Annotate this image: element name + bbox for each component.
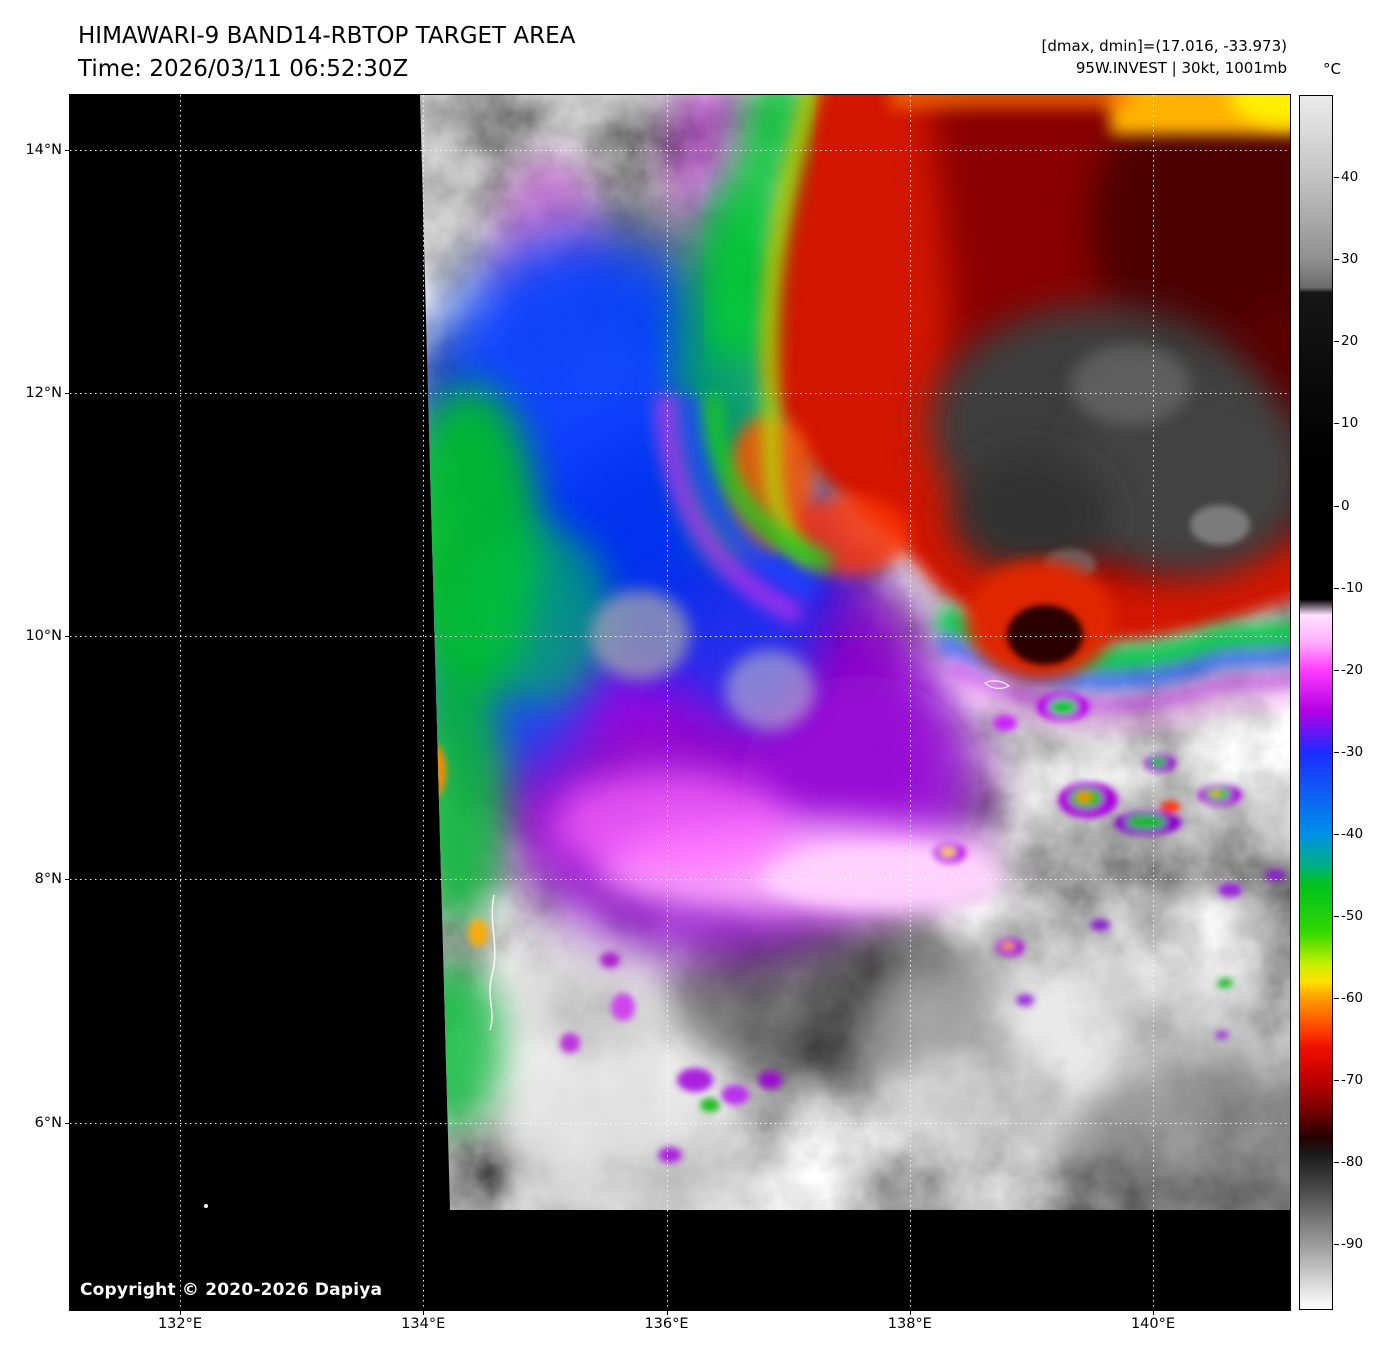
colorbar-tick-label: 40 [1341, 169, 1359, 186]
colorbar-tickmark [1334, 423, 1339, 425]
colorbar-tickmark [1334, 259, 1339, 261]
colorbar-tick-label: -40 [1341, 825, 1364, 842]
lat-tick-label: 14°N [25, 142, 62, 159]
colorbar-tick-label: -90 [1341, 1236, 1364, 1253]
lon-tick-label: 134°E [401, 1316, 446, 1332]
lat-tick-label: 8°N [34, 871, 62, 888]
lat-tick-label: 12°N [25, 385, 62, 402]
colorbar [1299, 95, 1333, 1310]
colorbar-unit-label: °C [1323, 60, 1341, 78]
stats-dmax-dmin: [dmax, dmin]=(17.016, -33.973) [1041, 37, 1287, 55]
colorbar-tick-label: -20 [1341, 661, 1364, 678]
colorbar-tickmark [1334, 915, 1339, 917]
x-axis-tickmark [909, 1310, 911, 1315]
satellite-image [70, 95, 1290, 1310]
lon-tick-label: 138°E [887, 1316, 932, 1332]
lon-tick-label: 140°E [1130, 1316, 1176, 1332]
header-right: [dmax, dmin]=(17.016, -33.973) 95W.INVES… [1042, 35, 1287, 79]
marker-dot [204, 1204, 208, 1208]
x-axis-tickmark [1153, 1310, 1154, 1315]
lon-tick-label: 132°E [157, 1316, 203, 1332]
colorbar-tickmark [1334, 1162, 1339, 1164]
colorbar-tick-label: -70 [1341, 1072, 1364, 1089]
lat-tick-label: 10°N [25, 628, 62, 645]
lat-tick-label: 6°N [34, 1114, 62, 1131]
figure-title: HIMAWARI-9 BAND14-RBTOP TARGET AREA [78, 23, 576, 49]
y-axis-tickmark [65, 879, 70, 881]
colorbar-tickmark [1334, 1080, 1339, 1082]
colorbar-tick-label: -60 [1341, 990, 1364, 1006]
colorbar-tick-label: -10 [1341, 579, 1364, 596]
colorbar-tick-label: 30 [1341, 251, 1359, 268]
colorbar-tick-label: -30 [1341, 743, 1364, 760]
colorbar-tickmark [1334, 341, 1339, 343]
header-left: HIMAWARI-9 BAND14-RBTOP TARGET AREA Time… [78, 20, 575, 86]
x-axis-tickmark [666, 1310, 668, 1315]
colorbar-tick-label: 10 [1341, 415, 1359, 432]
copyright-text: Copyright © 2020-2026 Dapiya [80, 1280, 383, 1300]
storm-info: 95W.INVEST | 30kt, 1001mb [1075, 59, 1287, 77]
x-axis-tickmark [423, 1310, 425, 1315]
colorbar-tickmark [1334, 505, 1339, 507]
colorbar-tick-label: -50 [1341, 907, 1364, 924]
y-axis-tickmark [65, 393, 70, 395]
y-axis-tickmark [65, 636, 70, 638]
colorbar-tickmark [1334, 1244, 1339, 1246]
colorbar-tick-label: 0 [1341, 497, 1350, 514]
figure-time: Time: 2026/03/11 06:52:30Z [78, 56, 409, 82]
colorbar-tick-label: 20 [1341, 333, 1359, 350]
lon-tick-label: 136°E [644, 1316, 689, 1332]
x-axis-tickmark [180, 1310, 181, 1315]
y-axis-tickmark [65, 150, 70, 152]
colorbar-tickmark [1334, 177, 1339, 179]
colorbar-tickmark [1334, 833, 1339, 835]
colorbar-tick-label: -80 [1341, 1154, 1364, 1171]
colorbar-tickmark [1334, 669, 1339, 671]
colorbar-tickmark [1334, 587, 1339, 589]
colorbar-tickmark [1334, 751, 1339, 753]
map-plot: Copyright © 2020-2026 Dapiya [69, 94, 1291, 1311]
colorbar-tickmark [1334, 998, 1339, 999]
y-axis-tickmark [65, 1122, 70, 1124]
